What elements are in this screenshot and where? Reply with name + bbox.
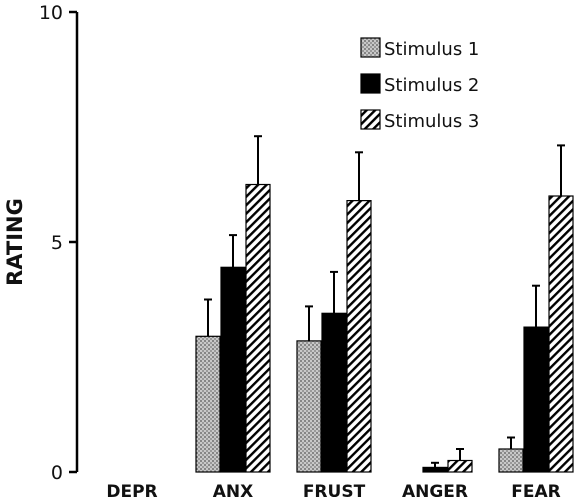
bar-stimulus-2-anx [220, 266, 246, 473]
bar-stimulus-3-anx [245, 183, 271, 473]
bar-stimulus-2-frust [321, 312, 347, 473]
bar-stimulus-3-fear [548, 195, 574, 473]
x-tick-label-anger: ANGER [402, 482, 468, 502]
bar-stimulus-1-fear [498, 448, 524, 473]
bar-stimulus-1-frust [296, 340, 322, 473]
y-tick-label: 5 [51, 232, 63, 254]
x-tick-labels: DEPR ANX FRUST ANGER FEAR [106, 482, 560, 502]
y-tick-label: 10 [39, 2, 63, 24]
y-ticks: 0 5 10 [39, 2, 77, 484]
x-tick-label-frust: FRUST [303, 482, 366, 502]
x-tick-label-depr: DEPR [106, 482, 157, 502]
bars [195, 135, 574, 473]
bar-stimulus-1-anx [195, 335, 221, 473]
legend-label-2: Stimulus 2 [384, 75, 479, 96]
legend-label-1: Stimulus 1 [384, 39, 479, 60]
legend-swatch-2 [360, 73, 381, 94]
legend-label-3: Stimulus 3 [384, 111, 479, 132]
y-axis-title: RATING [3, 198, 27, 286]
bar-stimulus-3-anger [447, 459, 473, 473]
x-tick-label-anx: ANX [213, 482, 254, 502]
bar-stimulus-3-frust [346, 200, 372, 473]
legend: Stimulus 1 Stimulus 2 Stimulus 3 [360, 37, 479, 132]
legend-swatch-3 [360, 109, 381, 130]
bar-stimulus-2-fear [523, 326, 549, 473]
y-tick-label: 0 [51, 462, 63, 484]
x-tick-label-fear: FEAR [511, 482, 560, 502]
bar-stimulus-2-anger [422, 466, 448, 473]
legend-swatch-1 [360, 37, 381, 58]
